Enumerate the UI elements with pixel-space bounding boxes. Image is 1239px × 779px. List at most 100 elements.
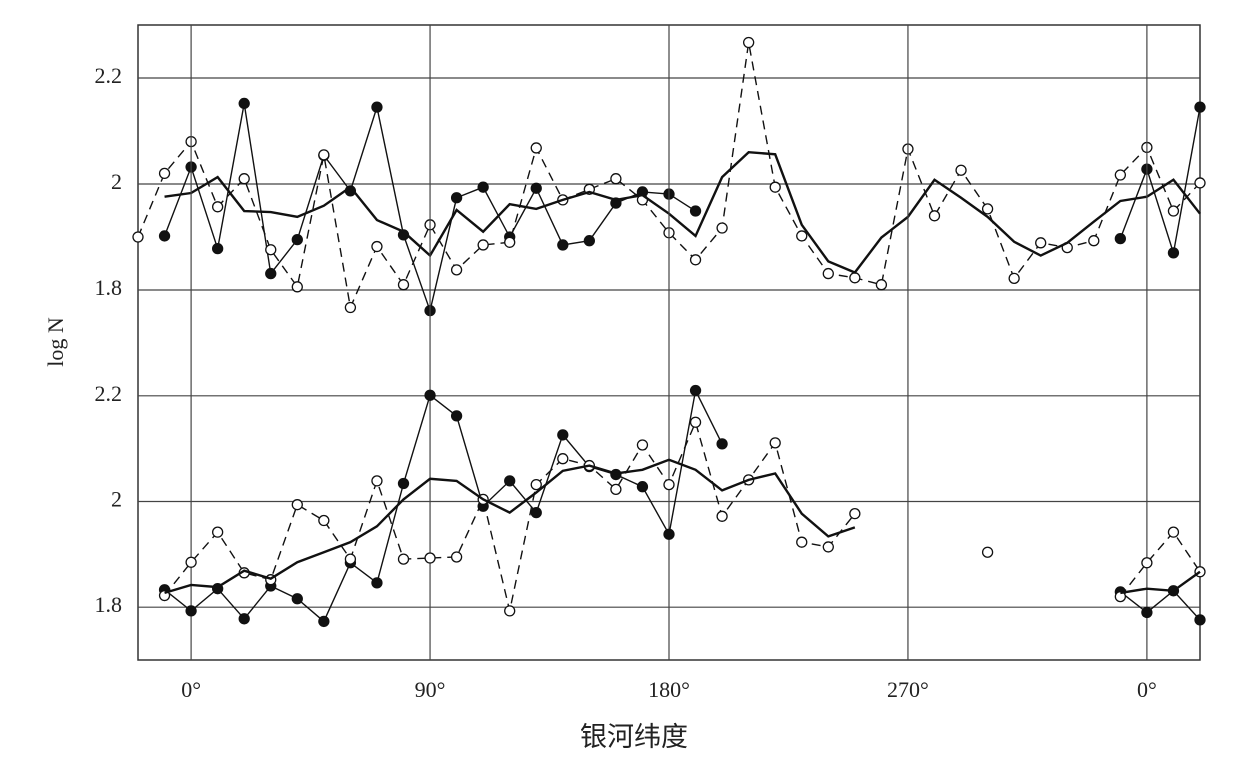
x-tick-label: 0° [181, 677, 201, 702]
data-point [557, 453, 569, 465]
series-line [164, 458, 1201, 595]
data-point [371, 577, 383, 589]
data-point [158, 167, 171, 180]
data-point [185, 556, 197, 568]
y-tick-label: 1.8 [95, 592, 123, 617]
data-point [530, 142, 542, 154]
data-point [132, 231, 144, 243]
data-point [981, 546, 994, 558]
y-tick-label: 1.8 [95, 275, 123, 300]
data-point [1194, 177, 1206, 189]
data-point [450, 410, 463, 422]
data-point [477, 239, 489, 251]
data-point [875, 279, 888, 291]
data-point [796, 230, 808, 242]
y-tick-label: 2.2 [95, 63, 123, 88]
series-line [164, 150, 1201, 274]
data-point [769, 437, 781, 449]
data-point [610, 483, 622, 495]
data-point [424, 389, 436, 401]
data-point [1114, 232, 1126, 245]
data-point [424, 552, 436, 564]
data-point [849, 508, 861, 520]
data-point [530, 506, 542, 519]
data-point [450, 551, 463, 563]
data-point [450, 192, 463, 204]
data-point [530, 182, 542, 194]
data-point [1035, 237, 1047, 249]
data-point [796, 536, 808, 548]
data-point [158, 230, 171, 242]
data-point [557, 239, 569, 251]
data-point [318, 149, 330, 161]
data-point [743, 36, 755, 49]
data-point [636, 481, 649, 493]
series-line [164, 388, 1201, 623]
y-tick-label: 2 [111, 487, 122, 512]
data-point [265, 267, 277, 280]
data-point [769, 181, 781, 193]
data-point [716, 222, 728, 234]
data-point [238, 173, 250, 185]
data-point [238, 613, 250, 625]
data-point [504, 605, 516, 617]
data-point [397, 553, 410, 565]
data-point [185, 605, 197, 617]
data-point [689, 384, 702, 397]
data-point [238, 97, 250, 110]
data-point [397, 279, 410, 291]
data-point [504, 236, 516, 248]
data-point [689, 416, 702, 428]
data-point [1167, 205, 1180, 217]
data-point [1194, 614, 1206, 626]
data-point [928, 210, 941, 222]
data-point [1088, 235, 1100, 247]
data-point [955, 164, 967, 176]
x-tick-label: 270° [887, 677, 929, 702]
data-point [1008, 272, 1020, 284]
data-point [663, 478, 675, 491]
data-point [1194, 101, 1206, 113]
data-point [849, 272, 861, 284]
data-point [291, 593, 303, 605]
data-point [318, 615, 330, 628]
data-point [557, 429, 569, 441]
data-point [716, 510, 728, 522]
data-point [318, 514, 330, 527]
x-axis-label: 银河纬度 [580, 722, 688, 752]
data-point [211, 243, 224, 255]
data-point [822, 541, 834, 553]
x-tick-label: 180° [648, 677, 690, 702]
data-point [504, 475, 516, 487]
data-point [716, 438, 728, 450]
data-point [291, 281, 303, 293]
data-point [1167, 526, 1180, 538]
data-point [689, 254, 702, 266]
data-point [291, 233, 303, 246]
data-point [291, 499, 303, 511]
data-point [371, 101, 383, 113]
data-point [265, 244, 277, 256]
x-tick-label: 0° [1137, 677, 1157, 702]
data-point [610, 173, 622, 185]
data-point [371, 240, 383, 253]
data-point [1141, 557, 1153, 569]
y-tick-label: 2 [111, 169, 122, 194]
data-point [1141, 606, 1153, 619]
data-point [477, 181, 489, 193]
data-point [530, 478, 542, 491]
series-line [137, 42, 1201, 310]
y-tick-label: 2.2 [95, 381, 123, 406]
data-point [450, 264, 463, 276]
data-point [822, 267, 834, 280]
data-point [211, 201, 224, 213]
data-point [211, 526, 224, 538]
data-point [636, 439, 649, 451]
data-point [344, 553, 357, 565]
data-point [371, 475, 383, 487]
data-point [689, 205, 702, 217]
data-point [583, 235, 595, 247]
data-point [1114, 590, 1126, 603]
x-tick-label: 90° [415, 677, 446, 702]
